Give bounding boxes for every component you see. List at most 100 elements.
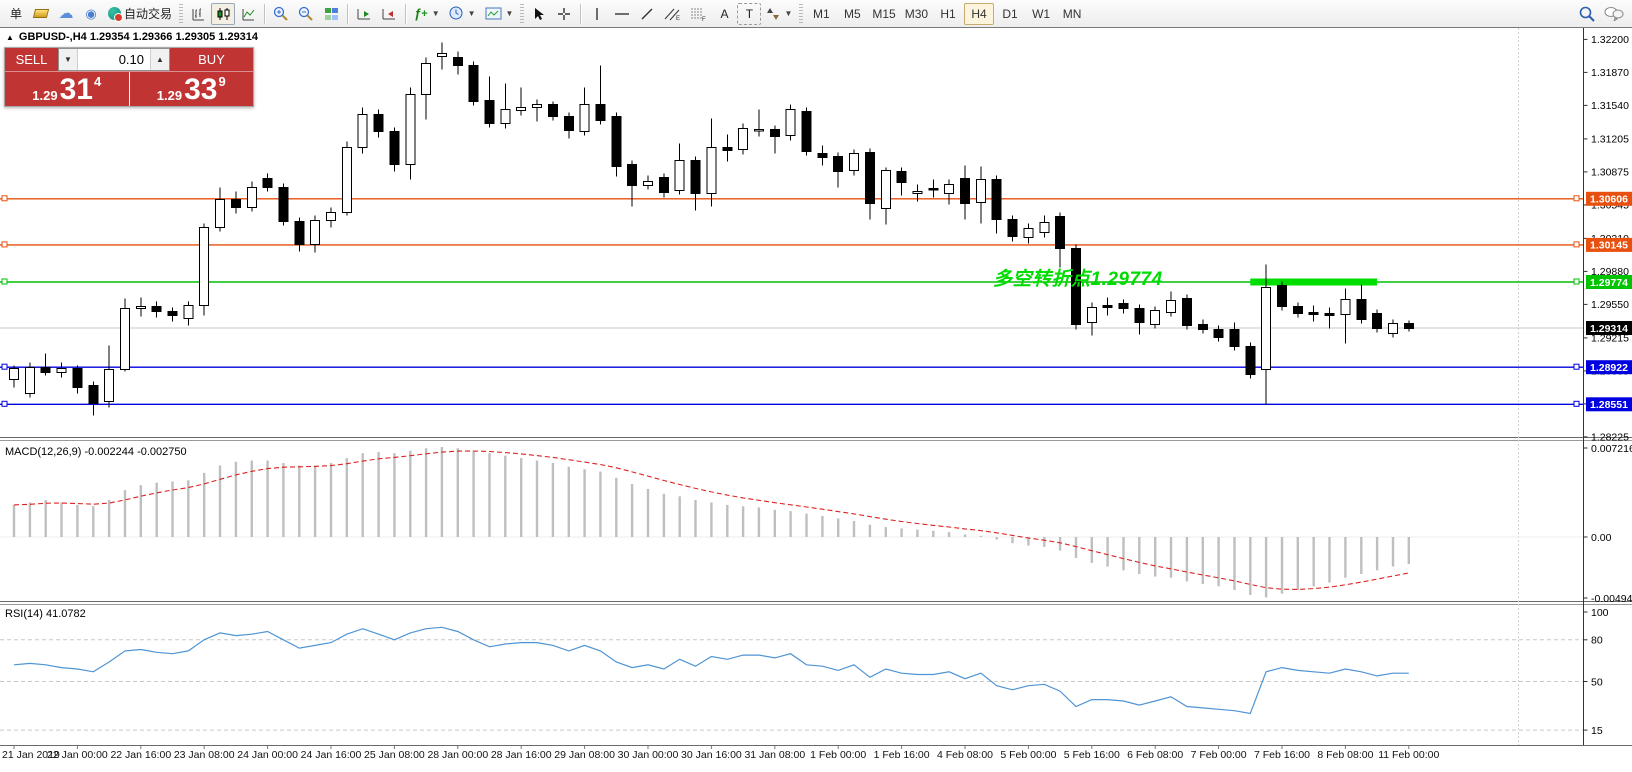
sell-button[interactable]: SELL — [5, 48, 58, 71]
timeframe-m30[interactable]: M30 — [901, 3, 932, 25]
volume-increase-button[interactable]: ▲ — [150, 49, 169, 70]
candle — [611, 115, 622, 167]
candle — [706, 146, 717, 194]
collapse-arrow-icon[interactable]: ▲ — [6, 32, 14, 42]
candle — [896, 170, 907, 183]
line-handle — [1573, 195, 1580, 202]
auto-scroll-button[interactable] — [352, 3, 376, 25]
candle — [516, 106, 527, 111]
candle — [1356, 298, 1367, 320]
indicators-button[interactable]: ƒ + ▼ — [410, 3, 444, 25]
chart-shift-button[interactable] — [377, 3, 401, 25]
signals-button[interactable]: ◉ — [79, 3, 103, 25]
timeframe-h1[interactable]: H1 — [933, 3, 963, 25]
timeframe-w1[interactable]: W1 — [1026, 3, 1056, 25]
timeframe-m5[interactable]: M5 — [837, 3, 867, 25]
templates-button[interactable]: ▼ — [481, 3, 518, 25]
candle — [579, 103, 590, 132]
price-tick-label: 1.31205 — [1591, 134, 1629, 146]
price-tag — [1586, 397, 1632, 412]
fibonacci-button[interactable]: F — [686, 3, 711, 25]
sell-price-sup: 4 — [93, 74, 102, 89]
price-tick-label: 1.31870 — [1591, 67, 1629, 79]
sell-price[interactable]: 1.29 31 4 — [5, 72, 129, 106]
shapes-button[interactable]: ▼ — [762, 3, 796, 25]
arrows-icon — [767, 7, 780, 20]
candle — [1118, 302, 1129, 309]
fibonacci-icon: F — [691, 8, 706, 21]
template-icon — [485, 7, 502, 20]
line-chart-icon — [242, 8, 254, 20]
candle — [674, 159, 685, 191]
candle — [500, 108, 511, 124]
line-chart-button[interactable] — [236, 3, 260, 25]
candle — [278, 186, 289, 222]
candle — [436, 52, 447, 57]
timeframe-m1[interactable]: M1 — [806, 3, 836, 25]
auto-trading-button[interactable]: 自动交易 — [104, 3, 176, 25]
candle — [975, 178, 986, 203]
cursor-button[interactable] — [527, 3, 551, 25]
trendline-button[interactable] — [635, 3, 659, 25]
new-order-button[interactable]: 单 — [4, 3, 28, 25]
price-tag-label: 1.29314 — [1590, 323, 1628, 335]
candle — [1197, 323, 1208, 330]
timeframe-d1[interactable]: D1 — [995, 3, 1025, 25]
price-tag-label: 1.29774 — [1590, 277, 1628, 289]
vertical-line-button[interactable] — [585, 3, 609, 25]
candle — [215, 198, 225, 228]
buy-price[interactable]: 1.29 33 9 — [128, 72, 254, 106]
chevron-down-icon: ▼ — [505, 9, 514, 18]
one-click-trading-panel: SELL ▼ ▲ BUY 1.29 31 4 1.29 33 9 — [4, 47, 254, 107]
chat-button[interactable] — [1600, 3, 1628, 25]
crosshair-button[interactable] — [552, 3, 576, 25]
auto-scroll-icon — [357, 8, 371, 19]
zoom-in-button[interactable] — [269, 3, 293, 25]
bar-chart-icon — [192, 8, 204, 20]
candle — [421, 62, 432, 95]
line-handle — [1, 195, 8, 202]
candle — [1166, 299, 1176, 313]
periods-button[interactable]: ▼ — [445, 3, 480, 25]
candle — [595, 103, 606, 121]
candle — [246, 186, 257, 208]
candle — [1403, 322, 1414, 329]
text-tool-button[interactable]: A — [712, 3, 736, 25]
candle — [643, 180, 653, 186]
candle — [120, 307, 130, 370]
bold-pivot-segment[interactable] — [1250, 278, 1378, 286]
buy-button[interactable]: BUY — [170, 48, 253, 71]
zoom-out-icon — [298, 6, 313, 21]
candle — [769, 128, 780, 137]
chart-annotation[interactable]: 多空转折点1.29774 — [993, 269, 1163, 290]
bar-chart-button[interactable] — [186, 3, 210, 25]
candle — [864, 151, 875, 204]
gold-button[interactable] — [29, 3, 53, 25]
candle — [135, 305, 146, 309]
price-tick-label: 1.30875 — [1591, 167, 1629, 179]
label-tool-button[interactable]: T — [737, 2, 762, 25]
volume-input[interactable] — [78, 49, 150, 70]
timeframe-m15[interactable]: M15 — [868, 3, 899, 25]
timeframe-h4[interactable]: H4 — [964, 2, 995, 25]
time-label: 28 Jan 16:00 — [491, 749, 552, 761]
candle — [1372, 312, 1383, 329]
candle — [1181, 297, 1192, 326]
horizontal-line-button[interactable] — [610, 3, 634, 25]
sell-price-main: 1.29 — [32, 87, 58, 103]
toolbar-grip — [179, 3, 184, 24]
channel-button[interactable]: E — [660, 3, 685, 25]
candle — [199, 226, 210, 306]
candlestick-chart-button[interactable] — [211, 2, 236, 25]
zoom-out-button[interactable] — [294, 3, 318, 25]
vertical-line-icon — [596, 7, 599, 20]
cloud-button[interactable]: ☁ — [54, 3, 78, 25]
search-button[interactable] — [1575, 3, 1599, 25]
tile-windows-button[interactable] — [319, 3, 343, 25]
candle — [468, 64, 479, 102]
tile-windows-icon — [324, 7, 338, 20]
time-label: 22 Jan 16:00 — [110, 749, 171, 761]
timeframe-mn[interactable]: MN — [1057, 3, 1087, 25]
volume-decrease-button[interactable]: ▼ — [59, 49, 78, 70]
